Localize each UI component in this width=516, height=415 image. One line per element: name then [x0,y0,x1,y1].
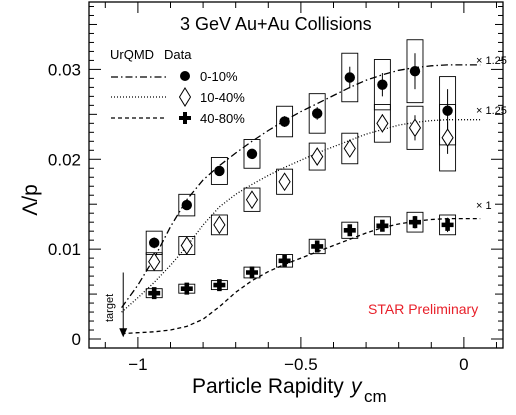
systematic-boxes [145,39,457,299]
data-point-cross [441,218,454,231]
data-point-circle [409,66,421,77]
data-point-circle [181,199,192,211]
syst-box [243,187,261,212]
syst-box [341,52,359,103]
model-scale-label-1: × 1.25 [476,105,507,117]
data-point-circle [344,72,355,83]
data-point-circle [148,237,160,249]
model-curve-dotted [121,119,481,313]
legend: UrQMD Data 0-10% 10-40% 40-80% [110,47,245,126]
data-point-diamond [245,190,259,210]
x-axis-label-subscript: cm [364,387,387,406]
syst-box [308,93,326,134]
data-point-cross [278,254,291,267]
syst-box [406,211,424,233]
star-preliminary-label: STAR Preliminary [368,301,478,317]
legend-header-model: UrQMD [110,47,154,62]
data-point-circle [246,148,258,160]
data-point-diamond [311,147,324,166]
data-point-diamond [180,236,193,255]
x-tick-label: −1 [128,355,147,374]
legend-marker-diamond [178,87,192,107]
syst-box [439,214,457,236]
legend-entry-1: 10-40% [200,90,245,105]
data-point-diamond [278,172,291,192]
data-points [148,53,454,300]
x-axis-label-text: Particle Rapidity [192,375,344,398]
y-axis-label: Λ/p [19,184,42,216]
data-point-diamond [213,215,226,235]
target-label: target [104,294,116,322]
syst-box [308,238,326,255]
data-point-cross [343,224,356,237]
syst-box [276,168,294,195]
syst-box [243,139,261,169]
syst-box [178,193,196,217]
y-tick-label: 0.01 [48,240,81,259]
model-scale-label-2: × 1 [476,200,492,212]
legend-entry-2: 40-80% [200,111,245,126]
target-arrowhead [119,328,128,338]
data-point-diamond [408,118,422,138]
data-point-cross [245,266,258,279]
data-point-diamond [343,139,356,158]
legend-header-data: Data [164,47,192,62]
data-point-diamond [376,113,389,133]
data-point-cross [311,240,324,253]
syst-box [210,157,228,185]
data-point-circle [377,79,388,90]
axis-ticks: −1 −0.5 0 0 0.01 0.02 0.03 [48,2,503,374]
data-point-circle [279,116,290,127]
syst-box [406,39,424,104]
data-point-circle [214,165,225,177]
data-point-circle [442,105,453,116]
y-tick-label: 0.02 [48,150,81,169]
legend-marker-circle [180,71,190,81]
target-annotation: target [104,272,128,338]
x-tick-label: 0 [459,355,468,374]
syst-box [276,105,294,138]
syst-box [406,105,424,150]
x-tick-label: −0.5 [284,355,318,374]
data-point-cross [408,216,421,229]
syst-box [373,59,391,111]
data-point-diamond [441,128,454,148]
data-point-diamond [148,252,161,272]
syst-box [373,216,391,236]
legend-marker-cross [179,112,191,124]
data-point-cross [148,287,161,300]
syst-box [341,221,359,239]
syst-box [341,132,359,165]
model-scale-label-0: × 1.25 [476,55,507,67]
y-tick-label: 0 [72,330,81,349]
x-axis-label-symbol: y [349,375,363,398]
data-point-cross [213,279,226,292]
plot-frame [88,1,504,349]
data-point-circle [311,108,323,119]
syst-box [210,214,228,236]
x-axis-label: Particle Rapidity y cm [192,375,387,406]
data-point-cross [376,219,389,232]
y-tick-label: 0.03 [48,60,81,79]
model-curve-dash-dot [121,64,481,308]
model-curves [121,64,481,335]
legend-entry-0: 0-10% [200,69,238,84]
data-point-cross [180,282,193,295]
chart-title: 3 GeV Au+Au Collisions [180,14,372,34]
syst-box [373,104,391,143]
syst-box [308,142,326,171]
syst-box [276,254,294,268]
